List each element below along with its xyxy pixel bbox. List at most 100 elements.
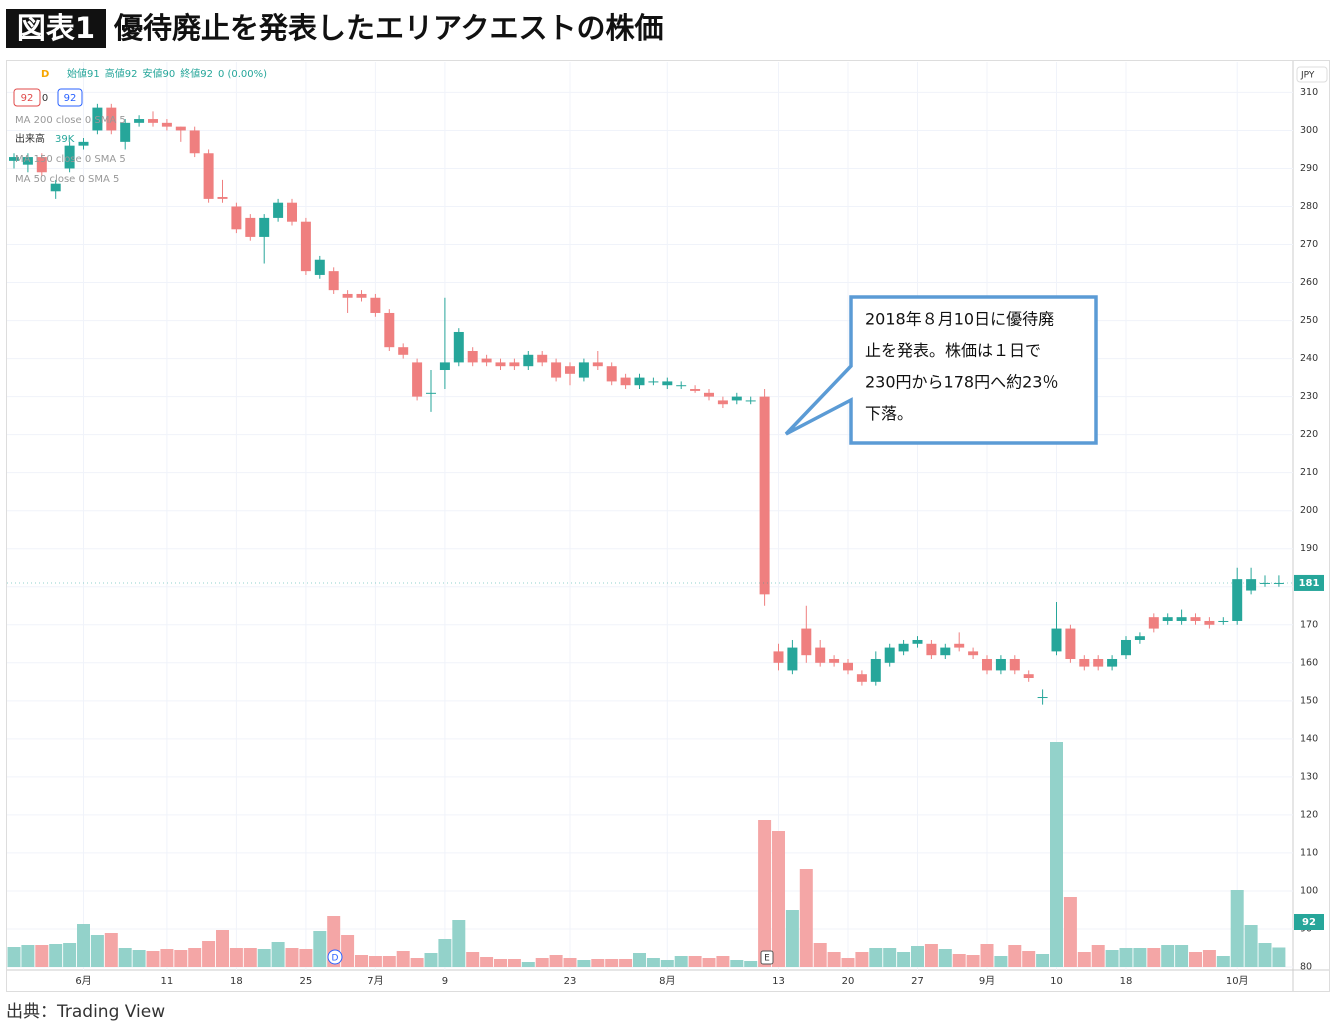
candle-body <box>773 651 784 663</box>
earnings-label: E <box>764 954 770 964</box>
candle-body <box>106 107 117 131</box>
volume-bar <box>966 955 980 967</box>
candle-body <box>1204 620 1215 625</box>
y-tick-label: 80 <box>1300 962 1312 973</box>
volume-bar <box>63 943 77 967</box>
y-tick-label: 280 <box>1300 201 1318 212</box>
volume-bar <box>1133 948 1147 967</box>
volume-bar <box>1105 950 1119 967</box>
volume-bar <box>869 948 883 967</box>
y-tick-label: 250 <box>1300 315 1318 326</box>
y-tick-label: 140 <box>1300 733 1318 744</box>
volume-bar <box>1077 952 1091 967</box>
candle-body <box>314 259 325 275</box>
y-tick-label: 120 <box>1300 809 1318 820</box>
candle-body <box>1023 674 1034 679</box>
x-tick-label: 20 <box>842 976 855 987</box>
volume-bar <box>1202 950 1216 967</box>
y-tick-label: 170 <box>1300 619 1318 630</box>
volume-bar <box>216 930 229 967</box>
volume-bar <box>299 949 313 967</box>
y-tick-label: 190 <box>1300 543 1318 554</box>
ma-overlay: MA 50 close 0 SMA 5 <box>15 174 119 185</box>
candle-body <box>523 354 534 367</box>
candle-body <box>78 141 89 146</box>
volume-bar <box>410 958 424 967</box>
volume-bar <box>21 945 35 967</box>
x-tick-label: 9 <box>442 976 448 987</box>
y-tick-label: 130 <box>1300 771 1318 782</box>
y-tick-label: 290 <box>1300 163 1318 174</box>
candle-body <box>273 202 284 218</box>
volume-bar <box>952 954 966 967</box>
volume-bar <box>229 948 243 967</box>
candle-body <box>745 400 756 402</box>
volume-bar <box>174 950 188 967</box>
candle-body <box>1093 658 1104 667</box>
currency-box <box>1296 66 1328 83</box>
candle-body <box>606 366 617 382</box>
y-tick-label: 200 <box>1300 505 1318 516</box>
badge-bg <box>6 9 106 48</box>
volume-bar <box>716 956 730 967</box>
candle-body <box>995 658 1006 671</box>
legend-close: 終値92 <box>180 67 213 80</box>
candle-body <box>1079 658 1090 667</box>
legend-low: 安値90 <box>142 67 175 80</box>
volume-bar <box>633 953 646 967</box>
page-title: 優待廃止を発表したエリアクエストの株価 <box>113 11 664 45</box>
candle-body <box>439 362 450 371</box>
y-tick-label: 230 <box>1300 391 1318 402</box>
volume-bar <box>1147 948 1161 967</box>
volume-bar <box>674 956 688 967</box>
x-tick-label: 27 <box>911 976 924 987</box>
candle-body <box>1232 579 1243 621</box>
candle-body <box>731 396 742 401</box>
volume-bar <box>688 956 702 967</box>
volume-bar <box>563 958 577 967</box>
candle-body <box>801 628 812 656</box>
last-price-label: 181 <box>1299 578 1320 589</box>
candle-body <box>134 119 145 123</box>
y-tick-label: 220 <box>1300 429 1318 440</box>
legend-high: 高値92 <box>105 67 138 80</box>
volume-bar <box>243 948 257 967</box>
y-tick-label: 210 <box>1300 467 1318 478</box>
volume-bar <box>577 960 591 967</box>
candle-body <box>1009 658 1020 671</box>
candle-body <box>64 145 75 169</box>
x-tick-label: 11 <box>161 976 174 987</box>
volume-bar <box>35 945 49 967</box>
volume-bar <box>730 960 744 967</box>
candle-body <box>287 202 297 222</box>
volume-bar <box>90 935 104 967</box>
legend-open: 始値91 <box>67 67 100 80</box>
candle-body <box>592 362 603 367</box>
volume-bar <box>438 939 452 967</box>
y-tick-label: 310 <box>1300 87 1318 98</box>
candle-body <box>370 297 381 313</box>
candle-body <box>898 643 909 652</box>
volume-bar <box>605 959 619 967</box>
legend-box-label: 0 <box>42 93 48 104</box>
volume-bar <box>1189 952 1202 967</box>
chart-frame <box>6 60 1330 992</box>
candle-body <box>148 119 158 123</box>
volume-bar <box>507 959 521 967</box>
volume-bar <box>202 941 216 967</box>
volume-bar <box>1063 897 1077 967</box>
volume-bar <box>1036 954 1050 967</box>
candle-body <box>648 381 659 383</box>
candle-body <box>717 400 728 405</box>
volume-bar <box>1258 943 1272 967</box>
ma-overlay: MA 150 close 0 SMA 5 <box>15 154 126 165</box>
candle-body <box>342 293 353 298</box>
volume-bar <box>1022 951 1036 967</box>
badge: 図表1 <box>17 11 95 45</box>
x-tick-label: 25 <box>300 976 313 987</box>
volume-bar <box>827 952 841 967</box>
volume-bar <box>855 952 869 967</box>
annotation-line: 230円から178円へ約23％ <box>865 373 1058 392</box>
